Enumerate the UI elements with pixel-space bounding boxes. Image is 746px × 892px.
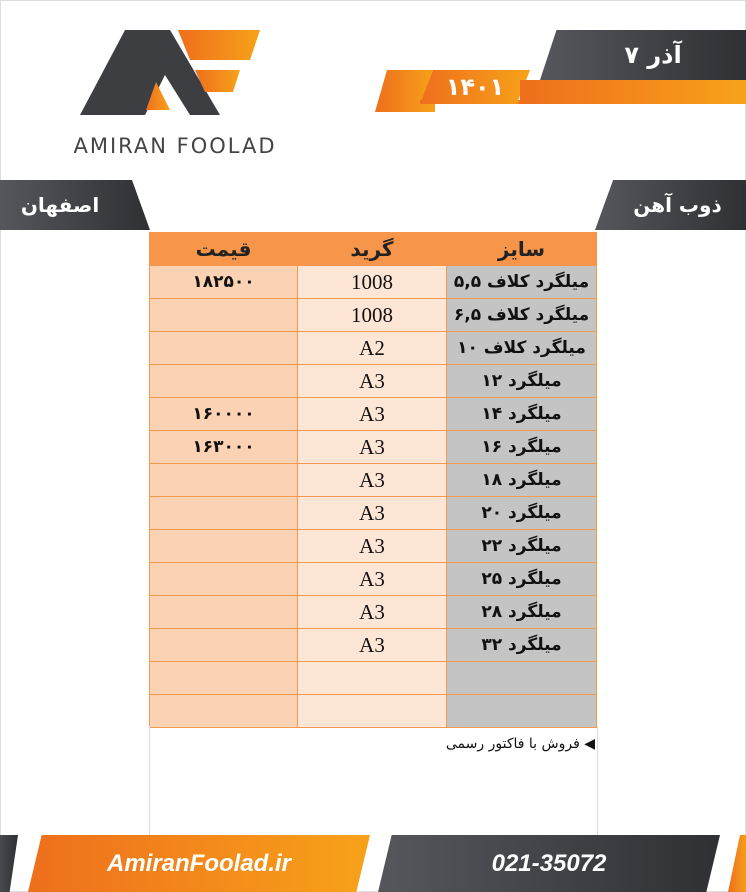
size-cell xyxy=(446,694,597,728)
date-banner-accent xyxy=(375,70,435,112)
table-row: میلگرد ۳۲ A3 xyxy=(149,628,597,662)
size-cell: میلگرد ۱۴ xyxy=(446,397,597,431)
table-row: میلگرد ۱۲ A3 xyxy=(149,364,597,398)
category-label: ذوب آهن xyxy=(595,180,746,230)
table-row xyxy=(149,661,597,695)
price-cell xyxy=(149,298,298,332)
size-cell: میلگرد ۱۲ xyxy=(446,364,597,398)
table-row: میلگرد ۲۸ A3 xyxy=(149,595,597,629)
phone-number[interactable]: 021-35072 xyxy=(378,835,720,892)
table-row: میلگرد کلاف ۱۰ A2 xyxy=(149,331,597,365)
price-cell: ۱۸۲۵۰۰ xyxy=(149,265,298,299)
grade-cell: A2 xyxy=(297,331,447,365)
date-label: ۷ آذر xyxy=(540,30,746,80)
price-table: سایز گرید قیمت میلگرد کلاف ۵,۵ 1008 ۱۸۲۵۰۰… xyxy=(149,232,597,728)
table-row xyxy=(149,694,597,728)
table-row: میلگرد ۲۲ A3 xyxy=(149,529,597,563)
header-price: قیمت xyxy=(149,232,298,266)
price-cell xyxy=(149,529,298,563)
grade-cell: A3 xyxy=(297,364,447,398)
grade-cell: 1008 xyxy=(297,265,447,299)
size-cell: میلگرد ۲۰ xyxy=(446,496,597,530)
logo-text: AMIRAN FOOLAD xyxy=(73,134,276,158)
size-cell: میلگرد کلاف ۵,۵ xyxy=(446,265,597,299)
price-cell xyxy=(149,628,298,662)
grade-cell: 1008 xyxy=(297,298,447,332)
grade-cell: A3 xyxy=(297,463,447,497)
price-cell xyxy=(149,496,298,530)
table-row: میلگرد ۱۴ A3 ۱۶۰۰۰۰ xyxy=(149,397,597,431)
city-label: اصفهان xyxy=(0,180,150,230)
size-cell: میلگرد ۱۶ xyxy=(446,430,597,464)
grade-cell: A3 xyxy=(297,529,447,563)
table-row: میلگرد کلاف ۶,۵ 1008 xyxy=(149,298,597,332)
price-cell: ۱۶۰۰۰۰ xyxy=(149,397,298,431)
amiran-foolad-logo: AMIRAN FOOLAD xyxy=(73,30,276,158)
grade-cell: A3 xyxy=(297,397,447,431)
size-cell: میلگرد کلاف ۶,۵ xyxy=(446,298,597,332)
header-size: سایز xyxy=(446,232,597,266)
website-link[interactable]: AmiranFoolad.ir xyxy=(28,835,370,892)
size-cell: میلگرد ۳۲ xyxy=(446,628,597,662)
price-cell xyxy=(149,331,298,365)
table-row: میلگرد ۱۸ A3 xyxy=(149,463,597,497)
header-grade: گرید xyxy=(297,232,447,266)
size-cell: میلگرد ۱۸ xyxy=(446,463,597,497)
size-cell: میلگرد ۲۸ xyxy=(446,595,597,629)
price-cell: ۱۶۳۰۰۰ xyxy=(149,430,298,464)
grade-cell xyxy=(297,694,447,728)
note-text: فروش با فاکتور رسمی xyxy=(445,736,580,752)
size-cell: میلگرد کلاف ۱۰ xyxy=(446,331,597,365)
table-row: میلگرد کلاف ۵,۵ 1008 ۱۸۲۵۰۰ xyxy=(149,265,597,299)
size-cell xyxy=(446,661,597,695)
price-cell xyxy=(149,661,298,695)
grade-cell: A3 xyxy=(297,496,447,530)
grade-cell: A3 xyxy=(297,562,447,596)
price-cell xyxy=(149,562,298,596)
price-cell xyxy=(149,364,298,398)
grade-cell xyxy=(297,661,447,695)
table-row: میلگرد ۱۶ A3 ۱۶۳۰۰۰ xyxy=(149,430,597,464)
price-cell xyxy=(149,463,298,497)
price-cell xyxy=(149,694,298,728)
price-cell xyxy=(149,595,298,629)
grade-cell: A3 xyxy=(297,628,447,662)
grade-cell: A3 xyxy=(297,595,447,629)
grade-cell: A3 xyxy=(297,430,447,464)
triangle-bullet-icon: ◀ xyxy=(584,736,595,752)
year-badge: ۱۴۰۱ xyxy=(420,70,530,104)
table-row: میلگرد ۲۰ A3 xyxy=(149,496,597,530)
size-cell: میلگرد ۲۵ xyxy=(446,562,597,596)
note: ◀ فروش با فاکتور رسمی xyxy=(330,736,595,752)
size-cell: میلگرد ۲۲ xyxy=(446,529,597,563)
table-row: میلگرد ۲۵ A3 xyxy=(149,562,597,596)
